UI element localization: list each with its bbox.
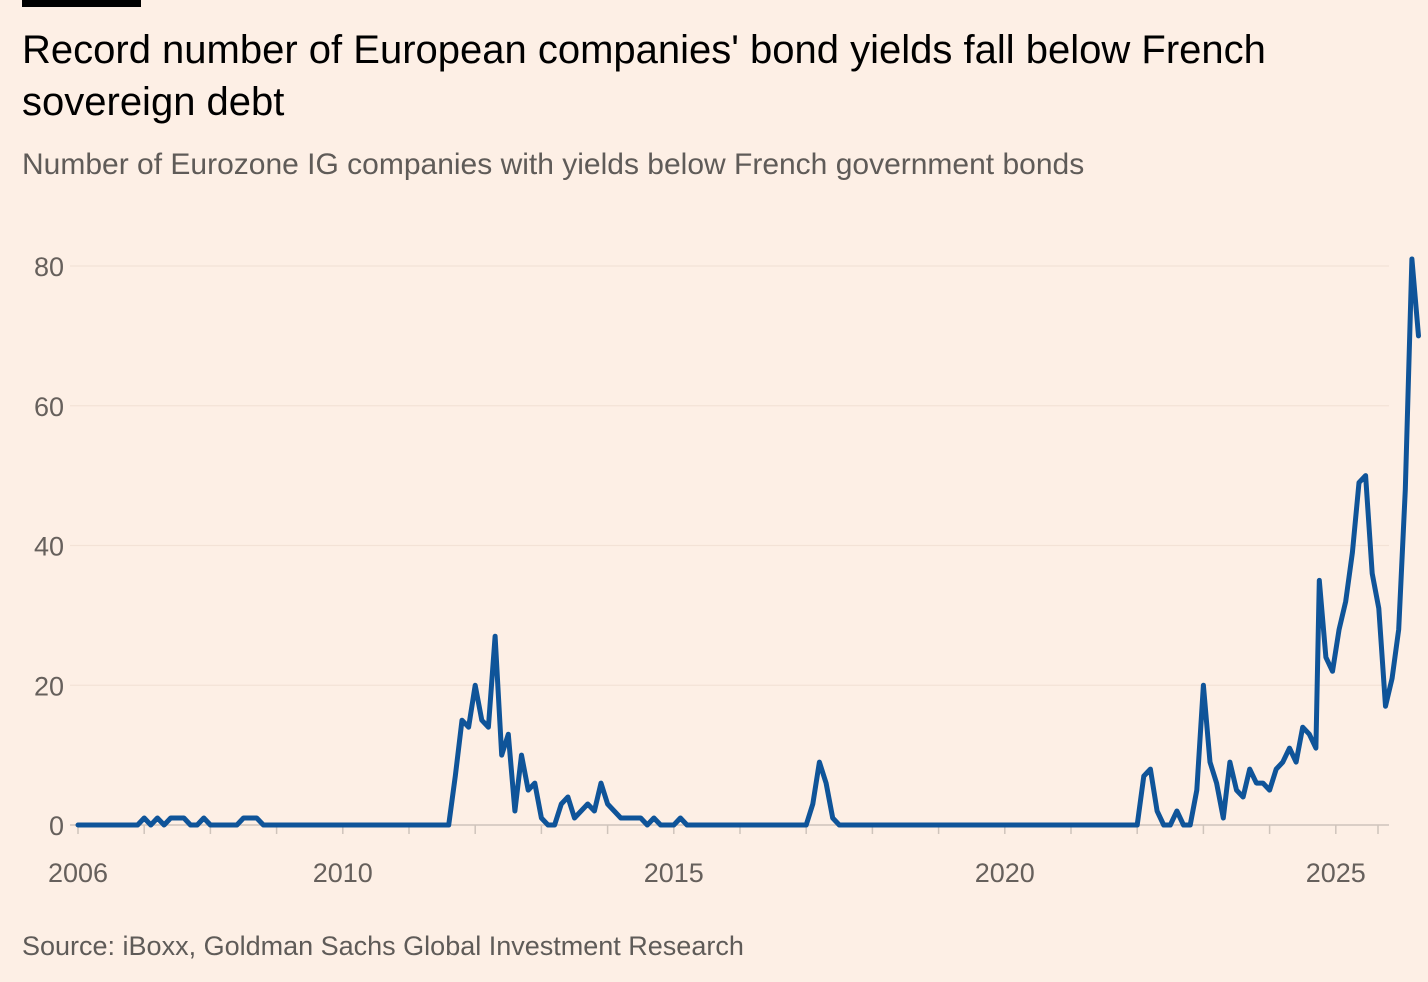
y-tick-label: 0 — [49, 811, 64, 841]
y-tick-label: 80 — [34, 252, 64, 282]
brand-bar — [22, 0, 141, 7]
x-tick-label: 2006 — [48, 858, 108, 888]
x-tick-label: 2015 — [644, 858, 704, 888]
series-line — [75, 256, 1421, 828]
x-tick-label: 2020 — [975, 858, 1035, 888]
source-note: Source: iBoxx, Goldman Sachs Global Inve… — [22, 931, 744, 961]
chart-title: Record number of European companies' bon… — [22, 28, 1266, 124]
x-tick-label: 2010 — [313, 858, 373, 888]
y-tick-label: 20 — [34, 671, 64, 701]
y-tick-label: 40 — [34, 532, 64, 562]
y-tick-label: 60 — [34, 392, 64, 422]
x-tick-label: 2025 — [1306, 858, 1366, 888]
chart-subtitle: Number of Eurozone IG companies with yie… — [22, 148, 1085, 181]
